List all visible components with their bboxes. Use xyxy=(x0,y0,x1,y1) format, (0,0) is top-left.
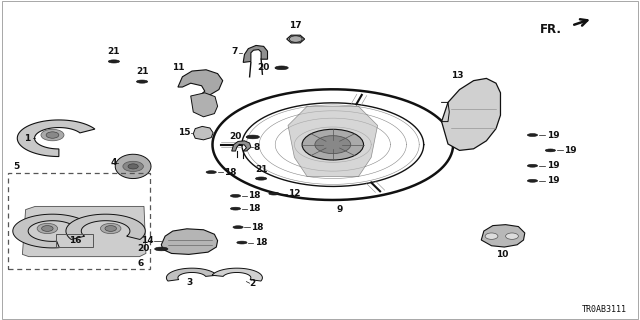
Ellipse shape xyxy=(237,241,247,244)
Polygon shape xyxy=(191,93,218,117)
Circle shape xyxy=(302,129,364,160)
Polygon shape xyxy=(13,214,87,248)
Text: 19: 19 xyxy=(547,131,559,140)
Ellipse shape xyxy=(230,207,241,210)
Ellipse shape xyxy=(233,226,243,228)
Text: 6: 6 xyxy=(137,259,143,268)
Text: 20: 20 xyxy=(138,244,150,253)
Bar xyxy=(56,234,93,247)
Polygon shape xyxy=(243,45,268,62)
Ellipse shape xyxy=(230,195,241,197)
Polygon shape xyxy=(115,154,151,179)
Text: 19: 19 xyxy=(547,161,559,170)
Polygon shape xyxy=(178,70,223,97)
Text: 10: 10 xyxy=(496,250,509,259)
Ellipse shape xyxy=(527,164,538,167)
Text: 19: 19 xyxy=(564,146,577,155)
Text: 12: 12 xyxy=(288,189,301,198)
Circle shape xyxy=(315,136,351,154)
Text: 11: 11 xyxy=(172,63,184,72)
Ellipse shape xyxy=(108,60,120,63)
Ellipse shape xyxy=(206,171,216,173)
Polygon shape xyxy=(287,35,305,43)
Text: 7: 7 xyxy=(232,47,238,56)
Polygon shape xyxy=(17,120,95,156)
Text: 21: 21 xyxy=(108,47,120,56)
Circle shape xyxy=(506,233,518,239)
Text: 8: 8 xyxy=(253,143,260,152)
Ellipse shape xyxy=(269,192,279,195)
Circle shape xyxy=(485,233,498,239)
Text: 20: 20 xyxy=(229,132,241,141)
Text: 18: 18 xyxy=(248,204,261,213)
Text: 15: 15 xyxy=(177,128,190,137)
Polygon shape xyxy=(161,229,218,254)
Circle shape xyxy=(105,226,116,231)
Circle shape xyxy=(128,164,138,169)
Text: 21: 21 xyxy=(136,67,148,76)
Text: 1: 1 xyxy=(24,134,31,143)
Ellipse shape xyxy=(246,135,259,139)
Ellipse shape xyxy=(155,247,168,251)
Polygon shape xyxy=(232,141,251,151)
Text: 20: 20 xyxy=(258,63,270,72)
Circle shape xyxy=(123,161,143,172)
Polygon shape xyxy=(66,214,145,239)
Polygon shape xyxy=(193,126,213,140)
Ellipse shape xyxy=(275,66,288,70)
Polygon shape xyxy=(288,106,378,177)
Ellipse shape xyxy=(136,80,148,83)
Text: 18: 18 xyxy=(255,238,268,247)
Circle shape xyxy=(37,223,58,234)
Text: 9: 9 xyxy=(336,205,342,214)
Circle shape xyxy=(41,129,64,141)
Text: 3: 3 xyxy=(186,278,193,287)
Text: 18: 18 xyxy=(251,223,264,232)
Text: FR.: FR. xyxy=(540,23,562,36)
Text: 18: 18 xyxy=(248,191,261,200)
Polygon shape xyxy=(481,225,525,247)
Ellipse shape xyxy=(545,149,556,152)
Text: 21: 21 xyxy=(255,165,268,174)
Text: TR0AB3111: TR0AB3111 xyxy=(582,305,627,314)
Text: 2: 2 xyxy=(250,279,256,288)
Text: 4: 4 xyxy=(110,158,116,167)
Circle shape xyxy=(100,223,121,234)
Text: 5: 5 xyxy=(13,162,19,171)
Text: 18: 18 xyxy=(224,168,237,177)
Polygon shape xyxy=(166,268,217,281)
Ellipse shape xyxy=(527,179,538,182)
Polygon shape xyxy=(442,78,500,150)
Text: 16: 16 xyxy=(68,236,81,245)
Circle shape xyxy=(46,132,59,138)
Polygon shape xyxy=(212,268,262,281)
Ellipse shape xyxy=(255,177,267,180)
Ellipse shape xyxy=(527,134,538,137)
Text: 19: 19 xyxy=(547,176,559,185)
Text: 17: 17 xyxy=(289,21,302,30)
Text: 14: 14 xyxy=(141,236,154,245)
Circle shape xyxy=(42,226,53,231)
Polygon shape xyxy=(22,206,146,257)
Text: 13: 13 xyxy=(451,71,464,80)
